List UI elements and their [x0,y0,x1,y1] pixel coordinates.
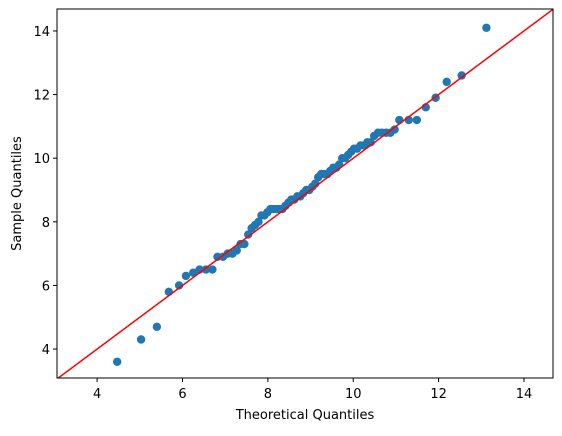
reference-line [57,9,553,378]
point [232,246,241,255]
point [201,265,211,274]
y-tick-label: 8 [42,216,50,231]
y-axis-label: Sample Quantiles [10,136,25,251]
point [208,265,217,274]
point [390,125,399,134]
point [244,230,253,239]
y-tick-label: 4 [42,343,50,358]
plot-area [57,9,553,378]
x-axis-label: Theoretical Quantiles [235,408,375,423]
point [412,115,422,125]
axes-frame [56,8,554,379]
x-tick-label: 14 [516,387,533,402]
point [240,239,249,249]
point [174,281,184,290]
point [136,335,146,344]
y-tick-label: 14 [33,25,50,40]
point [482,23,491,32]
y-tick-label: 6 [42,279,50,294]
point [112,357,122,366]
x-tick-label: 6 [178,387,186,402]
x-tick-label: 8 [264,387,272,402]
y-tick-label: 12 [33,89,50,104]
y-tick-label: 10 [33,152,50,167]
x-tick-label: 12 [430,387,447,402]
point [254,217,263,227]
x-tick-label: 10 [345,387,362,402]
point [442,77,451,87]
x-tick-label: 4 [93,387,101,402]
point [457,71,466,80]
point [188,268,198,277]
point [152,322,162,331]
point [181,271,191,281]
